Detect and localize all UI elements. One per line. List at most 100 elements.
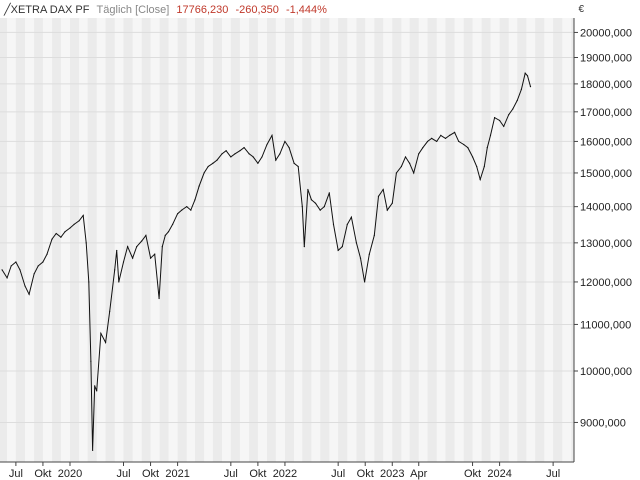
data-point	[413, 172, 415, 174]
data-point	[293, 162, 295, 164]
data-point	[499, 119, 501, 122]
data-point	[426, 140, 429, 143]
data-point	[508, 114, 510, 116]
data-point	[212, 162, 214, 164]
month-band	[52, 18, 61, 462]
data-point	[149, 257, 152, 259]
data-point	[436, 140, 438, 143]
data-point	[458, 140, 460, 143]
month-band	[194, 18, 205, 462]
data-point	[37, 265, 39, 267]
data-point	[145, 234, 147, 236]
change-value: -260,350	[235, 4, 279, 16]
data-point	[454, 131, 456, 133]
data-point	[449, 134, 451, 136]
x-tick-label: Apr	[410, 468, 427, 480]
data-point	[303, 246, 305, 248]
month-band	[230, 18, 240, 462]
data-point	[158, 297, 160, 300]
data-point	[141, 240, 143, 242]
data-point	[529, 86, 532, 88]
x-tick-label: Okt	[142, 468, 159, 480]
y-tick-label: 16000,000	[580, 136, 632, 148]
data-point	[271, 134, 273, 136]
x-tick-label: Okt	[464, 468, 481, 480]
month-band	[34, 18, 43, 462]
data-point	[373, 234, 375, 236]
y-tick-label: 15000,000	[580, 168, 632, 180]
data-point	[526, 75, 529, 77]
data-point	[520, 88, 522, 90]
data-point	[118, 281, 120, 283]
data-point	[69, 227, 71, 229]
data-point	[301, 206, 303, 208]
data-point	[90, 360, 92, 362]
x-axis: Jul Okt 2020 Jul Okt 2021 Jul Okt 2022 Jul Okt 2023…	[0, 461, 574, 480]
data-point	[207, 165, 209, 168]
data-point	[382, 188, 384, 191]
month-bands	[0, 18, 574, 462]
data-point	[341, 246, 343, 248]
data-point	[391, 202, 393, 204]
data-point	[221, 153, 223, 155]
month-band	[105, 18, 115, 462]
x-tick-label: Jul	[9, 468, 23, 480]
data-point	[194, 199, 196, 201]
data-point	[186, 206, 188, 208]
x-tick-label: 2020	[58, 468, 82, 480]
data-point	[355, 242, 357, 244]
data-point	[368, 253, 370, 255]
data-point	[28, 293, 30, 295]
data-point	[350, 216, 352, 218]
data-point	[486, 146, 488, 149]
data-point	[266, 143, 268, 146]
month-band	[0, 18, 8, 462]
month-band	[249, 18, 258, 462]
month-band	[87, 18, 97, 462]
y-tick-label: 14000,000	[580, 202, 632, 214]
y-tick-label: 17000,000	[580, 107, 632, 119]
data-point	[418, 153, 420, 155]
data-point	[88, 281, 90, 283]
month-band	[69, 18, 80, 462]
month-band	[445, 18, 455, 462]
data-point	[440, 134, 442, 136]
data-point	[203, 172, 205, 174]
data-point	[122, 261, 125, 263]
data-point	[78, 220, 80, 222]
data-point	[190, 209, 192, 211]
data-point	[46, 253, 48, 255]
data-point	[503, 125, 505, 127]
change-percent: -1,444%	[285, 4, 327, 16]
data-point	[328, 192, 330, 194]
data-point	[161, 246, 163, 248]
data-point	[476, 165, 478, 168]
data-point	[377, 195, 380, 197]
x-tick-label: Jul	[546, 468, 560, 480]
data-point	[483, 165, 485, 168]
data-point	[19, 269, 21, 271]
x-tick-label: Jul	[224, 468, 238, 480]
data-point	[395, 172, 397, 174]
data-point	[116, 249, 118, 252]
data-point	[198, 185, 200, 187]
data-point	[444, 137, 447, 139]
data-point	[243, 146, 245, 149]
x-tick-label: Okt	[249, 468, 266, 480]
data-point	[109, 310, 111, 312]
month-band	[499, 18, 509, 462]
data-point	[297, 165, 299, 168]
chart-header: ╱XETRA DAX PF Täglich [Close] 17766,230 …	[4, 3, 327, 16]
data-point	[96, 390, 98, 392]
data-point	[252, 156, 254, 158]
data-point	[10, 265, 12, 267]
data-point	[94, 385, 96, 387]
data-point	[234, 153, 236, 155]
data-point	[471, 156, 474, 158]
data-point	[314, 202, 317, 204]
data-point	[467, 146, 469, 149]
month-band	[571, 18, 574, 462]
data-point	[1, 269, 3, 271]
x-tick-label: Okt	[34, 468, 51, 480]
